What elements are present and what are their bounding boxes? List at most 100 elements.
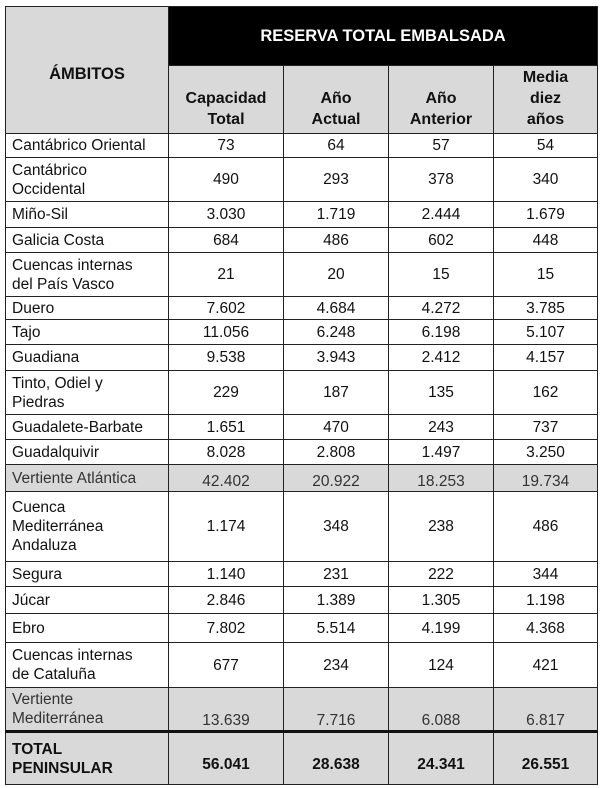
value-cell: 187 xyxy=(283,370,389,415)
total-row: TOTAL PENINSULAR 56.041 28.638 24.341 26.551 xyxy=(5,730,599,785)
value-cell: 243 xyxy=(388,414,494,440)
value-cell: 3.943 xyxy=(283,344,389,371)
value-cell: 1.389 xyxy=(283,586,389,614)
value-cell: 222 xyxy=(388,561,494,587)
value-cell: 24.341 xyxy=(388,730,494,785)
value-cell: 21 xyxy=(168,252,284,297)
value-cell: 486 xyxy=(283,227,389,253)
value-cell: 3.785 xyxy=(492,296,599,320)
value-cell: 2.808 xyxy=(283,439,389,465)
value-cell: 6.248 xyxy=(283,319,389,345)
value-cell: 15 xyxy=(492,252,599,297)
value-cell: 20.922 xyxy=(283,464,389,492)
value-cell: 6.198 xyxy=(388,319,494,345)
value-cell: 378 xyxy=(388,157,494,202)
col-ano-anterior: Año Anterior xyxy=(388,65,494,134)
ambitos-header: ÁMBITOS xyxy=(5,6,169,134)
table-title: RESERVA TOTAL EMBALSADA xyxy=(167,6,599,66)
row-label: Júcar xyxy=(5,586,169,614)
row-label: Segura xyxy=(5,561,169,587)
row-label: Cuencas internas de Cataluña xyxy=(5,642,169,688)
value-cell: 238 xyxy=(388,491,494,562)
table-row: Cantábrico Oriental 73 64 57 54 xyxy=(5,133,599,158)
row-label: Galicia Costa xyxy=(5,227,169,253)
table-body: Cantábrico Oriental 73 64 57 54 Cantábrico Oc… xyxy=(5,133,599,785)
value-cell: 737 xyxy=(492,414,599,440)
value-cell: 5.514 xyxy=(283,613,389,643)
value-cell: 20 xyxy=(283,252,389,297)
value-cell: 4.272 xyxy=(388,296,494,320)
value-cell: 28.638 xyxy=(283,730,389,785)
row-label: Cuenca Mediterránea Andaluza xyxy=(5,491,169,562)
table-row: Tajo 11.056 6.248 6.198 5.107 xyxy=(5,319,599,345)
value-cell: 73 xyxy=(168,133,284,158)
col-ano-actual: Año Actual xyxy=(283,65,389,134)
value-cell: 348 xyxy=(283,491,389,562)
table-row: Ebro 7.802 5.514 4.199 4.368 xyxy=(5,613,599,643)
table-row: Guadalquivir 8.028 2.808 1.497 3.250 xyxy=(5,439,599,465)
col-capacidad-total: Capacidad Total xyxy=(168,65,284,134)
value-cell: 18.253 xyxy=(388,464,494,492)
table-row: Miño-Sil 3.030 1.719 2.444 1.679 xyxy=(5,201,599,228)
value-cell: 2.846 xyxy=(168,586,284,614)
value-cell: 684 xyxy=(168,227,284,253)
value-cell: 1.305 xyxy=(388,586,494,614)
value-cell: 229 xyxy=(168,370,284,415)
row-label: Guadalete-Barbate xyxy=(5,414,169,440)
row-label: Guadalquivir xyxy=(5,439,169,465)
value-cell: 293 xyxy=(283,157,389,202)
row-label: Ebro xyxy=(5,613,169,643)
row-label: Tajo xyxy=(5,319,169,345)
value-cell: 231 xyxy=(283,561,389,587)
value-cell: 4.368 xyxy=(492,613,599,643)
value-cell: 1.719 xyxy=(283,201,389,228)
row-label: Cuencas internas del País Vasco xyxy=(5,252,169,297)
value-cell: 1.651 xyxy=(168,414,284,440)
value-cell: 135 xyxy=(388,370,494,415)
value-cell: 7.716 xyxy=(283,687,389,732)
value-cell: 421 xyxy=(492,642,599,688)
value-cell: 54 xyxy=(492,133,599,158)
value-cell: 448 xyxy=(492,227,599,253)
value-cell: 1.174 xyxy=(168,491,284,562)
table-row: Cuenca Mediterránea Andaluza 1.174 348 238 4… xyxy=(5,491,599,562)
row-label: Duero xyxy=(5,296,169,320)
value-cell: 234 xyxy=(283,642,389,688)
value-cell: 5.107 xyxy=(492,319,599,345)
value-cell: 3.030 xyxy=(168,201,284,228)
value-cell: 470 xyxy=(283,414,389,440)
value-cell: 486 xyxy=(492,491,599,562)
value-cell: 11.056 xyxy=(168,319,284,345)
value-cell: 344 xyxy=(492,561,599,587)
row-label: Cantábrico Occidental xyxy=(5,157,169,202)
value-cell: 4.199 xyxy=(388,613,494,643)
value-cell: 1.497 xyxy=(388,439,494,465)
value-cell: 15 xyxy=(388,252,494,297)
value-cell: 340 xyxy=(492,157,599,202)
value-cell: 19.734 xyxy=(492,464,599,492)
row-label: Guadiana xyxy=(5,344,169,371)
value-cell: 9.538 xyxy=(168,344,284,371)
subtotal-row: Vertiente Atlántica 42.402 20.922 18.253 19.… xyxy=(5,464,599,492)
value-cell: 490 xyxy=(168,157,284,202)
reservoir-table: ÁMBITOS RESERVA TOTAL EMBALSADA Capacida… xyxy=(5,6,599,785)
row-label: Miño-Sil xyxy=(5,201,169,228)
value-cell: 7.802 xyxy=(168,613,284,643)
value-cell: 124 xyxy=(388,642,494,688)
table-row: Segura 1.140 231 222 344 xyxy=(5,561,599,587)
value-cell: 26.551 xyxy=(492,730,599,785)
value-cell: 42.402 xyxy=(168,464,284,492)
row-label: Vertiente Atlántica xyxy=(5,464,169,492)
value-cell: 4.157 xyxy=(492,344,599,371)
value-cell: 1.198 xyxy=(492,586,599,614)
value-cell: 6.817 xyxy=(492,687,599,732)
value-cell: 1.679 xyxy=(492,201,599,228)
value-cell: 162 xyxy=(492,370,599,415)
row-label: Cantábrico Oriental xyxy=(5,133,169,158)
subtotal-row: Vertiente Mediterránea 13.639 7.716 6.088 6.… xyxy=(5,687,599,732)
table-row: Guadiana 9.538 3.943 2.412 4.157 xyxy=(5,344,599,371)
table-row: Guadalete-Barbate 1.651 470 243 737 xyxy=(5,414,599,440)
value-cell: 2.444 xyxy=(388,201,494,228)
value-cell: 7.602 xyxy=(168,296,284,320)
table-row: Duero 7.602 4.684 4.272 3.785 xyxy=(5,296,599,320)
